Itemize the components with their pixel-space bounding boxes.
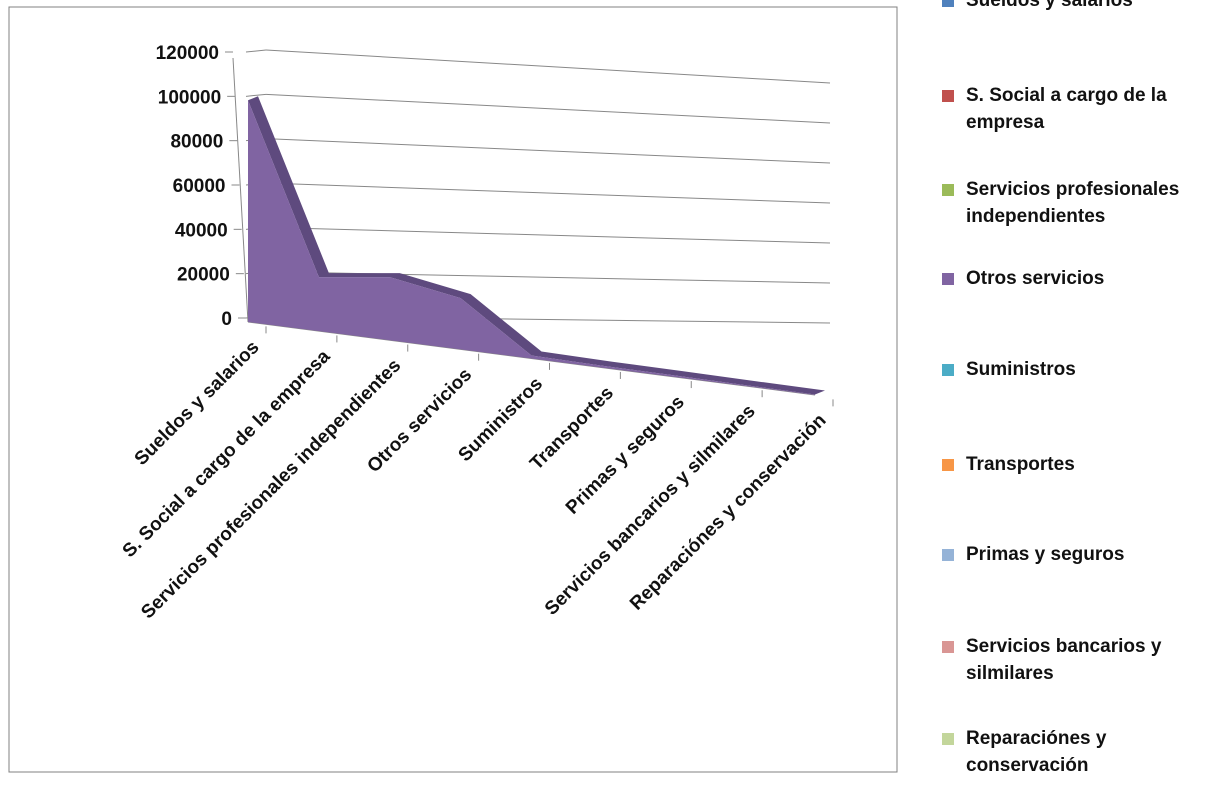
legend-label: Primas y seguros bbox=[966, 544, 1125, 565]
legend-label: Transportes bbox=[966, 454, 1075, 475]
legend-label: Servicios profesionales independientes bbox=[966, 179, 1180, 227]
legend-swatch bbox=[942, 184, 954, 196]
legend-swatch bbox=[942, 733, 954, 745]
gridline bbox=[265, 49, 831, 84]
legend-swatch bbox=[942, 0, 954, 7]
legend-label: Otros servicios bbox=[966, 268, 1105, 289]
y-tick-labels: 0 20000 40000 60000 80000 100000 120000 bbox=[156, 43, 246, 330]
y-tick-label: 60000 bbox=[173, 176, 226, 197]
gridline bbox=[265, 93, 831, 124]
legend-label: Suministros bbox=[966, 359, 1076, 380]
data-area bbox=[247, 96, 825, 396]
legend-swatch bbox=[942, 273, 954, 285]
y-tick-label: 20000 bbox=[177, 265, 230, 286]
gridline bbox=[265, 182, 831, 204]
gridline-connector bbox=[245, 93, 267, 97]
legend-swatch bbox=[942, 459, 954, 471]
y-axis-line bbox=[232, 57, 249, 323]
area-series-face bbox=[248, 100, 815, 396]
gridline bbox=[265, 226, 831, 244]
y-tick-label: 80000 bbox=[170, 132, 223, 153]
gridline-connector bbox=[245, 49, 267, 53]
legend-label: S. Social a cargo de la empresa bbox=[966, 85, 1167, 133]
gridline bbox=[265, 138, 831, 164]
y-tick-label: 100000 bbox=[158, 87, 221, 108]
legend-label: Sueldos y salarios bbox=[966, 0, 1133, 11]
legend-label: Reparaciónes y conservación bbox=[966, 728, 1107, 776]
y-tick-label: 40000 bbox=[175, 220, 228, 241]
legend-label: Servicios bancarios y silmilares bbox=[966, 636, 1162, 684]
legend-swatch bbox=[942, 549, 954, 561]
legend: Sueldos y salarios S. Social a cargo de l… bbox=[942, 0, 1227, 785]
plot-frame bbox=[8, 6, 898, 773]
y-tick-label: 120000 bbox=[156, 43, 219, 64]
y-tick-label: 0 bbox=[221, 309, 232, 330]
legend-swatch bbox=[942, 90, 954, 102]
legend-swatch bbox=[942, 641, 954, 653]
legend-swatch bbox=[942, 364, 954, 376]
